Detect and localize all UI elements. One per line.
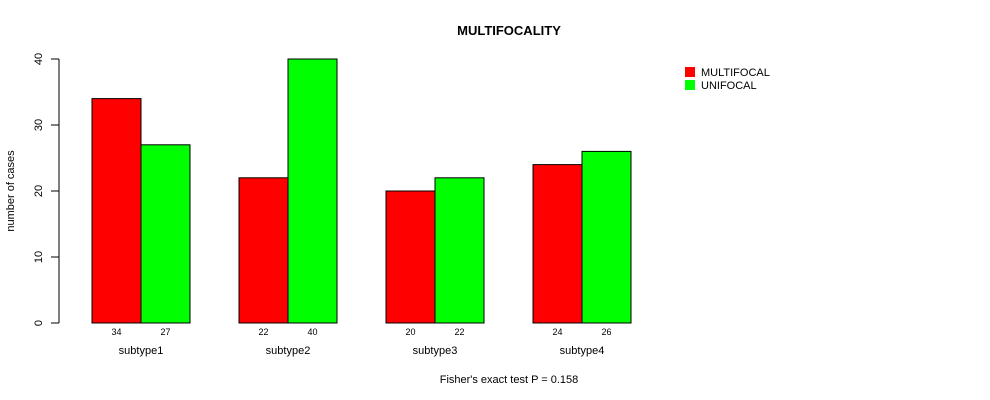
value-label-subtype1-unifocal: 27: [160, 327, 170, 337]
value-label-subtype4-multifocal: 24: [552, 327, 562, 337]
value-label-subtype1-multifocal: 34: [111, 327, 121, 337]
x-category-subtype1: subtype1: [119, 345, 164, 357]
x-category-subtype2: subtype2: [266, 345, 311, 357]
value-labels: 34 27 22 40 20 22 24 26: [111, 327, 611, 337]
x-category-labels: subtype1 subtype2 subtype3 subtype4: [119, 345, 605, 357]
value-label-subtype2-multifocal: 22: [258, 327, 268, 337]
y-tick-label-0: 0: [33, 320, 45, 326]
legend-label-multifocal: MULTIFOCAL: [701, 67, 770, 79]
bar-subtype1-unifocal: [140, 144, 191, 324]
y-axis-label: number of cases: [5, 150, 17, 232]
value-label-subtype3-unifocal: 22: [454, 327, 464, 337]
x-category-subtype3: subtype3: [413, 345, 458, 357]
y-tick-label-40: 40: [33, 53, 45, 65]
bar-subtype4-unifocal: [581, 150, 632, 324]
y-tick-label-20: 20: [33, 185, 45, 197]
bar-subtype3-multifocal: [385, 190, 436, 324]
value-label-subtype4-unifocal: 26: [601, 327, 611, 337]
value-label-subtype2-unifocal: 40: [307, 327, 317, 337]
y-tick-label-10: 10: [33, 251, 45, 263]
bar-subtype4-multifocal: [532, 164, 583, 324]
bar-subtype2-multifocal: [238, 177, 289, 324]
chart-title: MULTIFOCALITY: [457, 23, 561, 38]
legend-label-unifocal: UNIFOCAL: [701, 80, 757, 92]
y-tick-label-30: 30: [33, 119, 45, 131]
x-category-subtype4: subtype4: [560, 345, 605, 357]
bars-group: [91, 58, 632, 324]
bar-subtype3-unifocal: [434, 177, 485, 324]
legend-swatch-multifocal: [685, 67, 695, 77]
legend-swatch-unifocal: [685, 80, 695, 90]
y-axis-ticks: 0 10 20 30 40: [33, 53, 59, 326]
bar-subtype2-unifocal: [287, 58, 338, 324]
fisher-test-footnote: Fisher's exact test P = 0.158: [440, 374, 579, 386]
value-label-subtype3-multifocal: 20: [405, 327, 415, 337]
bar-subtype1-multifocal: [91, 98, 142, 324]
